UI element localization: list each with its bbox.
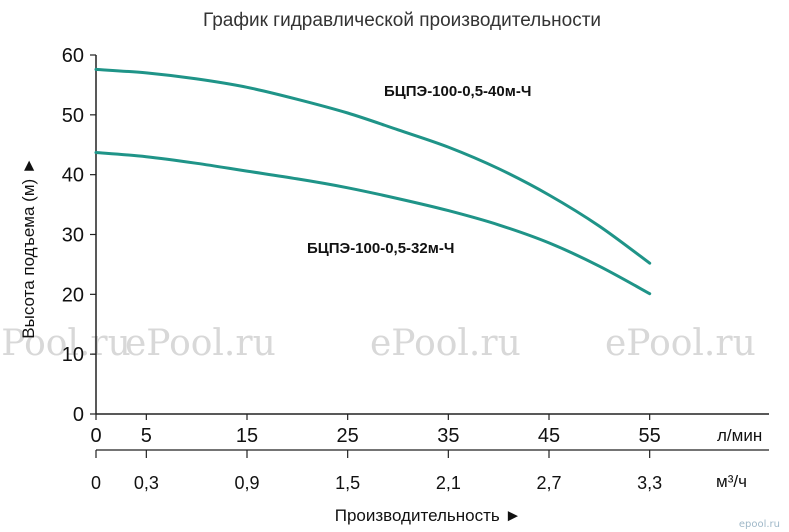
watermark-4: ePool.ru [605, 323, 756, 364]
series-line-2 [94, 151, 652, 296]
x-unit-primary: л/мин [717, 426, 762, 445]
y-axis-label: Высота подъема (м) ► [19, 157, 38, 338]
y-tick-label: 50 [62, 105, 84, 127]
series-line-1 [94, 67, 652, 265]
y-tick-label: 60 [62, 45, 84, 67]
brand-text: epool.ru [739, 519, 780, 530]
series-group [94, 67, 652, 296]
y-ticks: 0 10 20 30 40 50 60 [62, 45, 96, 426]
x-tick-label-secondary: 0,3 [134, 473, 159, 493]
x-tick-label: 25 [337, 425, 359, 447]
x-tick-label: 55 [639, 425, 661, 447]
x-tick-label-secondary: 2,1 [436, 473, 461, 493]
watermark-group: ePool.ru ePool.ru ePool.ru ePool.ru [0, 323, 756, 364]
watermark-2: ePool.ru [125, 323, 276, 364]
watermark-3: ePool.ru [370, 323, 521, 364]
x-tick-label-secondary: 0,9 [234, 473, 259, 493]
x-tick-label: 35 [437, 425, 459, 447]
x-tick-label: 45 [538, 425, 560, 447]
x-tick-label-secondary: 2,7 [536, 473, 561, 493]
watermark-1: ePool.ru [0, 323, 131, 364]
y-tick-label: 20 [62, 284, 84, 306]
x-ticks-secondary: 0 0,3 0,9 1,5 2,1 2,7 3,3 [91, 450, 662, 493]
x-tick-label: 15 [236, 425, 258, 447]
y-tick-label: 30 [62, 225, 84, 247]
x-tick-label-secondary: 1,5 [335, 473, 360, 493]
x-tick-label-secondary: 0 [91, 473, 101, 493]
chart-title: График гидравлической производительности [203, 10, 601, 31]
y-tick-label: 10 [62, 344, 84, 366]
y-tick-label: 0 [73, 404, 84, 426]
x-tick-label-secondary: 3,3 [637, 473, 662, 493]
series-label-2: БЦПЭ-100-0,5-32м-Ч [307, 240, 454, 257]
y-tick-label: 40 [62, 165, 84, 187]
x-ticks: 0 5 15 25 35 45 55 [90, 414, 661, 447]
x-tick-label: 0 [90, 425, 101, 447]
series-label-1: БЦПЭ-100-0,5-40м-Ч [384, 83, 531, 100]
x-tick-label: 5 [141, 425, 152, 447]
x-axis-label: Производительность ► [335, 506, 522, 525]
x-unit-secondary: м³/ч [716, 472, 747, 491]
